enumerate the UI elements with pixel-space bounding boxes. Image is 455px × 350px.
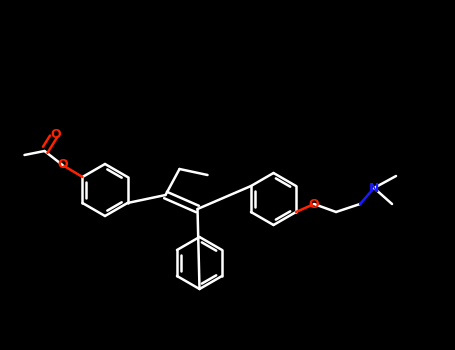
Text: O: O (57, 159, 68, 172)
Text: N: N (369, 182, 379, 195)
Text: O: O (309, 197, 319, 210)
Text: O: O (50, 128, 61, 141)
